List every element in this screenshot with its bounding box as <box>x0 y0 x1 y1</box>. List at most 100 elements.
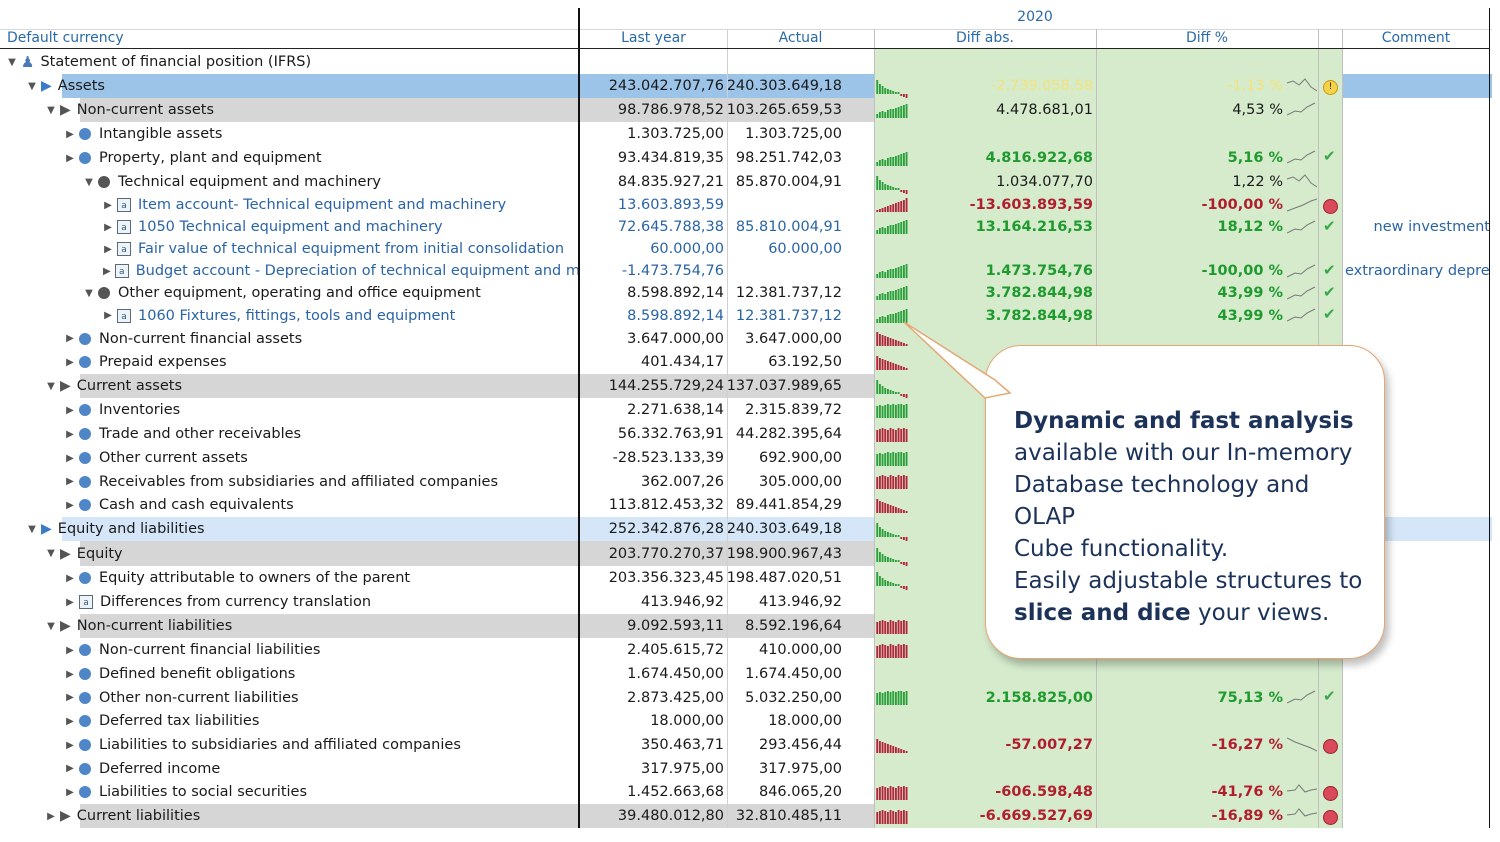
table-row[interactable]: ▼ Technical equipment and machinery 84.835… <box>0 170 1492 194</box>
diff-abs-value[interactable]: 3.782.844,98 <box>985 307 1093 324</box>
table-row[interactable]: ▶ Receivables from subsidiaries and affil… <box>0 470 1492 493</box>
actual-value[interactable]: 2.315.839,72 <box>745 402 842 418</box>
actual-value[interactable] <box>727 260 845 282</box>
expand-toggle-icon[interactable]: ▶ <box>103 265 111 277</box>
expand-toggle-icon[interactable]: ▶ <box>66 476 74 487</box>
expand-toggle-icon[interactable]: ▶ <box>104 221 112 233</box>
diff-pct-value[interactable]: 75,13 % <box>1217 689 1283 706</box>
actual-value[interactable]: 8.592.196,64 <box>745 618 842 634</box>
col-header-diff-pct[interactable]: Diff % <box>1185 30 1229 46</box>
diff-pct-value[interactable] <box>1096 238 1286 260</box>
diff-pct-value[interactable] <box>1096 50 1286 74</box>
table-row[interactable]: ▶ Inventories 2.271.638,14 2.315.839,72 <box>0 398 1492 422</box>
diff-pct-value[interactable] <box>1096 757 1286 780</box>
diff-pct-value[interactable]: -100,00 % <box>1201 197 1283 213</box>
actual-value[interactable]: 18.000,00 <box>768 713 842 729</box>
last-year-value[interactable]: 252.342.876,28 <box>608 521 724 537</box>
expand-toggle-icon[interactable]: ▶ <box>66 572 74 584</box>
table-row[interactable]: ▶ a Budget account - Depreciation of techn… <box>0 260 1492 282</box>
actual-value[interactable]: 103.265.659,53 <box>727 102 842 118</box>
actual-value[interactable]: 692.900,00 <box>758 450 842 466</box>
diff-pct-value[interactable]: -16,27 % <box>1211 737 1283 753</box>
last-year-value[interactable]: 317.975,00 <box>640 760 724 777</box>
expand-toggle-icon[interactable]: ▶ <box>66 356 74 368</box>
diff-abs-value[interactable]: -2.739.058,58 <box>990 78 1093 94</box>
actual-value[interactable] <box>727 50 845 74</box>
actual-value[interactable]: 846.065,20 <box>758 784 842 800</box>
actual-value[interactable]: 60.000,00 <box>768 241 842 257</box>
actual-value[interactable]: 410.000,00 <box>758 642 842 658</box>
diff-pct-value[interactable]: 5,16 % <box>1227 150 1283 166</box>
diff-abs-value[interactable] <box>874 757 1096 780</box>
table-row[interactable]: ▶ Non-current financial assets 3.647.000,0… <box>0 327 1492 350</box>
table-row[interactable]: ▼ ▶ Assets 243.042.707,76 240.303.649,18 -2.7… <box>0 74 1492 98</box>
collapse-toggle-icon[interactable]: ▼ <box>28 80 36 92</box>
col-header-actual[interactable]: Actual <box>778 30 823 46</box>
last-year-value[interactable]: 93.434.819,35 <box>617 150 724 166</box>
actual-value[interactable]: 63.192,50 <box>768 354 842 370</box>
actual-value[interactable]: 44.282.395,64 <box>735 426 842 442</box>
actual-value[interactable]: 98.251.742,03 <box>735 150 842 166</box>
collapse-toggle-icon[interactable]: ▼ <box>8 56 16 68</box>
diff-pct-value[interactable]: -100,00 % <box>1201 263 1283 279</box>
last-year-value[interactable]: 2.873.425,00 <box>627 689 724 706</box>
table-row[interactable]: ▶ a Differences from currency translation 4… <box>0 590 1492 614</box>
col-header-last-year[interactable]: Last year <box>621 30 686 46</box>
actual-value[interactable]: 12.381.737,12 <box>735 307 842 324</box>
collapse-toggle-icon[interactable]: ▼ <box>85 176 93 188</box>
actual-value[interactable]: 240.303.649,18 <box>727 78 842 94</box>
expand-toggle-icon[interactable]: ▶ <box>66 499 74 511</box>
expand-toggle-icon[interactable]: ▶ <box>104 310 112 321</box>
expand-toggle-icon[interactable]: ▶ <box>66 333 74 344</box>
expand-toggle-icon[interactable]: ▶ <box>66 763 74 774</box>
actual-value[interactable]: 85.810.004,91 <box>735 219 842 235</box>
diff-abs-value[interactable]: 4.478.681,01 <box>996 102 1093 118</box>
expand-toggle-icon[interactable]: ▶ <box>66 128 74 140</box>
actual-value[interactable]: 198.900.967,43 <box>727 545 842 562</box>
collapse-toggle-icon[interactable]: ▼ <box>85 287 93 299</box>
table-row[interactable]: ▼ ♟ Statement of financial position (IFRS) <box>0 50 1492 74</box>
last-year-value[interactable]: 56.332.763,91 <box>617 426 724 442</box>
expand-toggle-icon[interactable]: ▶ <box>104 199 112 211</box>
actual-value[interactable]: 5.032.250,00 <box>745 689 842 706</box>
expand-toggle-icon[interactable]: ▶ <box>104 243 112 255</box>
table-row[interactable]: ▶ Other current assets -28.523.133,39 692.9… <box>0 446 1492 470</box>
table-row[interactable]: ▶ Liabilities to social securities 1.452.6… <box>0 780 1492 804</box>
collapse-toggle-icon[interactable]: ▼ <box>47 104 55 116</box>
expand-toggle-icon[interactable]: ▶ <box>66 428 74 440</box>
diff-pct-value[interactable]: -16,89 % <box>1211 808 1283 824</box>
table-row[interactable]: ▶ ▶ Current liabilities 39.480.012,80 32.810… <box>0 804 1492 828</box>
actual-value[interactable]: 1.674.450,00 <box>745 666 842 682</box>
expand-toggle-icon[interactable]: ▶ <box>66 739 74 751</box>
diff-pct-value[interactable] <box>1096 662 1286 686</box>
last-year-value[interactable]: 39.480.012,80 <box>617 808 724 824</box>
last-year-value[interactable]: 72.645.788,38 <box>617 219 724 235</box>
expand-toggle-icon[interactable]: ▶ <box>66 404 74 416</box>
collapse-toggle-icon[interactable]: ▼ <box>47 548 55 559</box>
table-row[interactable]: ▼ Other equipment, operating and office e… <box>0 282 1492 304</box>
actual-value[interactable]: 413.946,92 <box>758 594 842 610</box>
diff-abs-value[interactable]: 1.473.754,76 <box>985 263 1093 279</box>
expand-toggle-icon[interactable]: ▶ <box>66 786 74 798</box>
actual-value[interactable]: 317.975,00 <box>758 760 842 777</box>
table-row[interactable]: ▼ ▶ Current assets 144.255.729,24 137.037.98… <box>0 374 1492 398</box>
last-year-value[interactable]: 1.452.663,68 <box>627 784 724 800</box>
diff-abs-value[interactable] <box>874 50 1096 74</box>
last-year-value[interactable]: 144.255.729,24 <box>608 378 724 394</box>
last-year-value[interactable]: 18.000,00 <box>650 713 724 729</box>
last-year-value[interactable] <box>580 50 727 74</box>
table-row[interactable]: ▶ Equity attributable to owners of the pa… <box>0 566 1492 590</box>
diff-abs-value[interactable]: -6.669.527,69 <box>979 808 1093 824</box>
col-header-comment[interactable]: Comment <box>1381 30 1451 46</box>
last-year-value[interactable]: 9.092.593,11 <box>627 618 724 634</box>
table-row[interactable]: ▶ Property, plant and equipment 93.434.819… <box>0 146 1492 170</box>
expand-toggle-icon[interactable]: ▶ <box>66 668 74 680</box>
last-year-value[interactable]: 8.598.892,14 <box>627 307 724 324</box>
table-row[interactable]: ▶ Liabilities to subsidiaries and affilia… <box>0 733 1492 757</box>
last-year-value[interactable]: 60.000,00 <box>650 241 724 257</box>
table-row[interactable]: ▶ a Fair value of technical equipment from… <box>0 238 1492 260</box>
diff-abs-value[interactable] <box>874 122 1096 146</box>
diff-pct-value[interactable]: -41,76 % <box>1211 784 1283 800</box>
col-header-default-currency[interactable]: Default currency <box>7 30 124 46</box>
last-year-value[interactable]: 350.463,71 <box>640 737 724 753</box>
